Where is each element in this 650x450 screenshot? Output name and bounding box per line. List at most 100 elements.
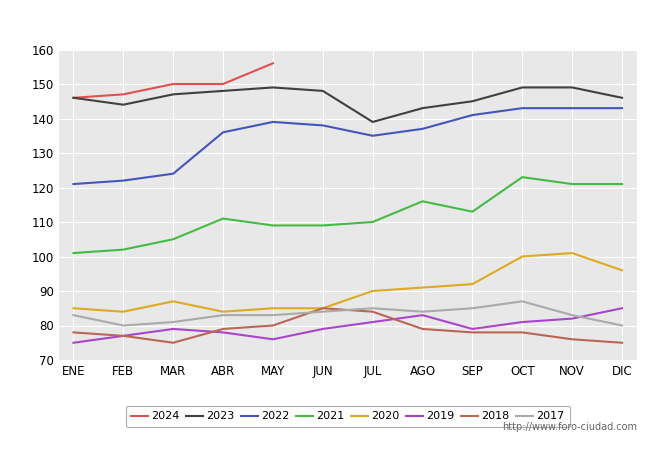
Line: 2023: 2023: [73, 87, 622, 122]
2018: [269, 323, 277, 328]
2019: [319, 326, 327, 332]
2024: [219, 81, 227, 87]
2019: [519, 320, 526, 325]
2023: [469, 99, 476, 104]
2019: [70, 340, 77, 346]
Line: 2019: 2019: [73, 308, 622, 343]
2022: [120, 178, 127, 183]
2018: [568, 337, 576, 342]
2021: [618, 181, 626, 187]
2021: [219, 216, 227, 221]
Line: 2024: 2024: [73, 63, 273, 98]
2019: [469, 326, 476, 332]
2018: [519, 330, 526, 335]
2020: [219, 309, 227, 315]
2021: [519, 175, 526, 180]
Line: 2020: 2020: [73, 253, 622, 312]
2017: [219, 312, 227, 318]
2019: [618, 306, 626, 311]
2017: [70, 312, 77, 318]
2020: [568, 250, 576, 256]
2020: [120, 309, 127, 315]
2024: [120, 92, 127, 97]
2021: [319, 223, 327, 228]
2017: [369, 306, 376, 311]
2023: [519, 85, 526, 90]
2021: [419, 198, 426, 204]
2021: [469, 209, 476, 214]
Text: Afiliados en Cubo de la Solana a 31/5/2024: Afiliados en Cubo de la Solana a 31/5/20…: [146, 11, 504, 29]
2020: [369, 288, 376, 294]
2020: [319, 306, 327, 311]
2022: [419, 126, 426, 131]
2022: [269, 119, 277, 125]
2020: [169, 299, 177, 304]
2020: [70, 306, 77, 311]
2022: [169, 171, 177, 176]
Line: 2017: 2017: [73, 302, 622, 325]
2017: [269, 312, 277, 318]
2023: [568, 85, 576, 90]
2019: [269, 337, 277, 342]
2023: [269, 85, 277, 90]
2017: [169, 320, 177, 325]
2017: [618, 323, 626, 328]
2017: [120, 323, 127, 328]
2023: [219, 88, 227, 94]
Text: http://www.foro-ciudad.com: http://www.foro-ciudad.com: [502, 422, 637, 432]
2018: [319, 306, 327, 311]
2022: [519, 105, 526, 111]
2023: [618, 95, 626, 100]
2018: [120, 333, 127, 338]
2023: [169, 92, 177, 97]
2019: [219, 330, 227, 335]
2023: [419, 105, 426, 111]
2019: [120, 333, 127, 338]
2021: [369, 219, 376, 225]
2017: [568, 312, 576, 318]
2023: [70, 95, 77, 100]
Line: 2018: 2018: [73, 308, 622, 343]
2018: [70, 330, 77, 335]
2022: [219, 130, 227, 135]
2021: [169, 237, 177, 242]
2020: [618, 268, 626, 273]
2023: [319, 88, 327, 94]
2017: [419, 309, 426, 315]
2024: [70, 95, 77, 100]
2021: [269, 223, 277, 228]
2021: [568, 181, 576, 187]
2024: [169, 81, 177, 87]
2022: [369, 133, 376, 139]
2023: [120, 102, 127, 108]
2024: [269, 61, 277, 66]
2022: [319, 123, 327, 128]
Line: 2022: 2022: [73, 108, 622, 184]
2018: [419, 326, 426, 332]
2018: [369, 309, 376, 315]
2019: [169, 326, 177, 332]
Line: 2021: 2021: [73, 177, 622, 253]
2018: [469, 330, 476, 335]
2021: [120, 247, 127, 252]
Legend: 2024, 2023, 2022, 2021, 2020, 2019, 2018, 2017: 2024, 2023, 2022, 2021, 2020, 2019, 2018…: [125, 406, 570, 427]
2017: [469, 306, 476, 311]
2017: [319, 309, 327, 315]
2019: [419, 312, 426, 318]
2022: [469, 112, 476, 118]
2018: [618, 340, 626, 346]
2019: [369, 320, 376, 325]
2018: [219, 326, 227, 332]
2022: [70, 181, 77, 187]
2022: [568, 105, 576, 111]
2021: [70, 250, 77, 256]
2017: [519, 299, 526, 304]
2020: [519, 254, 526, 259]
2022: [618, 105, 626, 111]
2023: [369, 119, 376, 125]
2019: [568, 316, 576, 321]
2018: [169, 340, 177, 346]
2020: [269, 306, 277, 311]
2020: [419, 285, 426, 290]
2020: [469, 281, 476, 287]
